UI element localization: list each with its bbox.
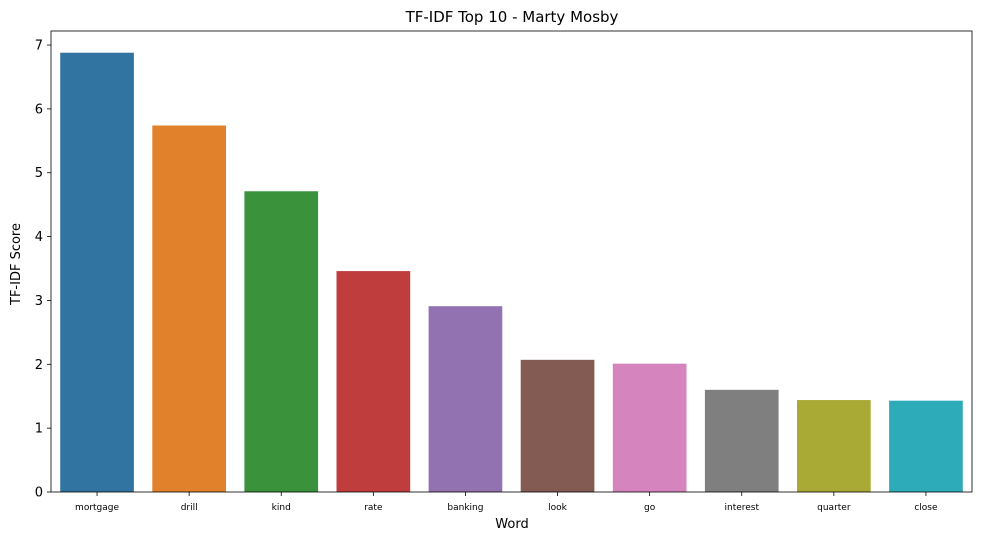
x-tick-label: look xyxy=(548,503,568,513)
y-tick-label: 2 xyxy=(35,358,43,373)
bars-group xyxy=(60,52,963,493)
x-axis-ticks: mortgage drill kind rate banking look go intere… xyxy=(75,492,938,513)
y-tick-label: 5 xyxy=(35,166,43,181)
bar-mortgage xyxy=(60,52,134,493)
x-tick-label: banking xyxy=(447,503,483,513)
y-tick-label: 3 xyxy=(35,294,43,309)
x-tick-label: drill xyxy=(181,503,198,513)
chart-title: TF-IDF Top 10 - Marty Mosby xyxy=(405,8,619,26)
y-axis-ticks: 0 1 2 3 4 5 6 7 xyxy=(35,39,51,501)
y-tick-label: 7 xyxy=(35,39,43,54)
bar-look xyxy=(520,359,595,492)
x-tick-label: kind xyxy=(272,503,291,513)
x-tick-label: rate xyxy=(364,503,383,513)
y-tick-label: 0 xyxy=(35,486,43,501)
bar-interest xyxy=(704,389,779,492)
y-tick-label: 6 xyxy=(35,102,43,117)
bar-quarter xyxy=(797,400,871,492)
x-tick-label: close xyxy=(914,503,938,513)
x-tick-label: quarter xyxy=(817,503,851,513)
bar-banking xyxy=(428,306,503,492)
bar-drill xyxy=(152,125,226,493)
x-tick-label: interest xyxy=(724,503,759,513)
y-axis-label: TF-IDF Score xyxy=(9,223,24,306)
plot-frame xyxy=(50,30,973,493)
y-tick-label: 4 xyxy=(35,230,43,245)
bar-rate xyxy=(336,271,411,492)
x-axis-label: Word xyxy=(495,517,528,532)
bar-go xyxy=(612,363,687,492)
y-tick-label: 1 xyxy=(35,422,43,437)
bar-kind xyxy=(244,191,319,493)
x-tick-label: mortgage xyxy=(75,503,119,513)
bar-close xyxy=(889,400,963,492)
x-tick-label: go xyxy=(644,503,656,513)
